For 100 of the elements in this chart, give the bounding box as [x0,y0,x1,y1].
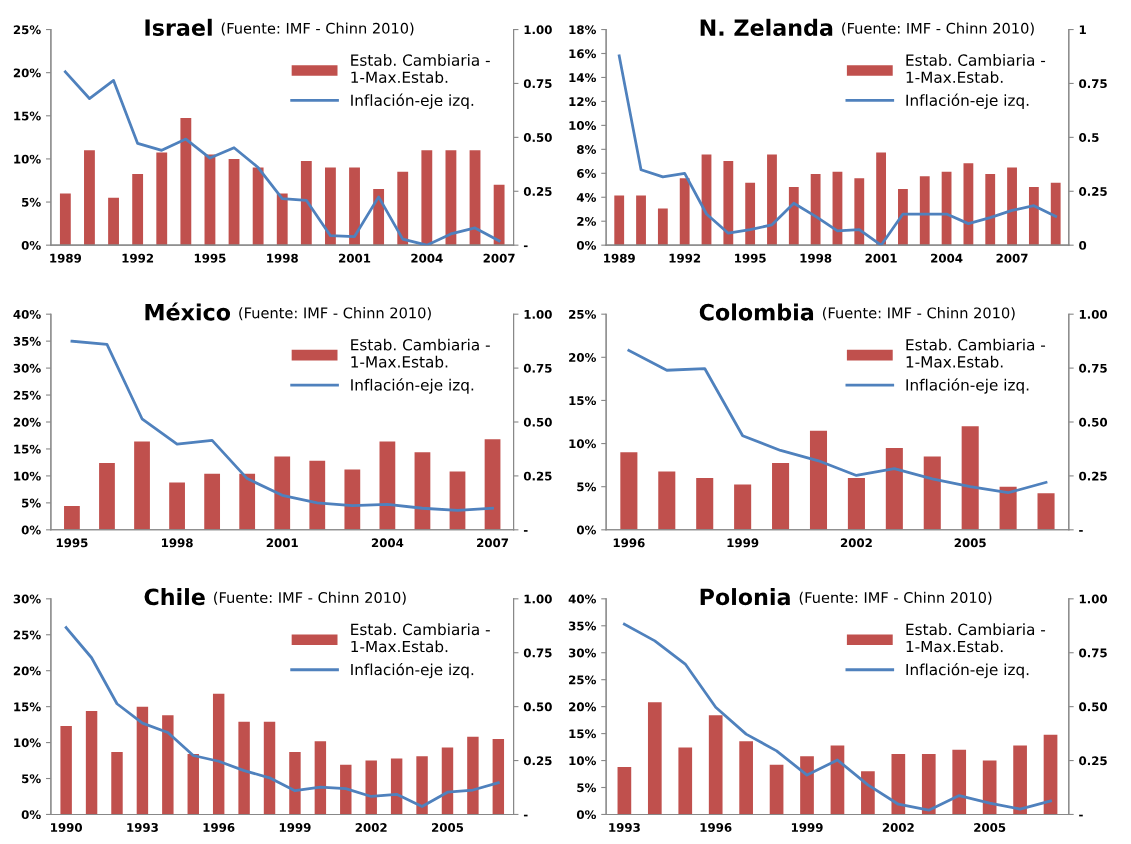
y-tick-label: 0% [576,525,597,535]
y-tick-label: 30% [13,594,41,604]
x-tick-label: 1992 [122,253,154,263]
y2-tick-label: 0.50 [523,417,552,427]
chart-subtitle: (Fuente: IMF - Chinn 2010) [221,22,414,36]
bar [734,484,752,530]
y2-tick-label: 1.00 [524,309,552,319]
bar [745,182,756,246]
bar [657,208,668,246]
y2-tick-label: 0.25 [1079,471,1107,481]
chart-subtitle: (Fuente: IMF - Chinn 2010) [239,307,431,321]
bar [636,195,646,246]
x-tick-label: 2001 [339,253,371,263]
y-tick-label: 20% [13,666,41,676]
x-tick-label: 2007 [483,253,515,263]
x-tick-label: 1989 [50,253,82,263]
bar [111,751,123,815]
y2-tick-label: - [1079,814,1083,817]
bar [59,193,71,246]
y2-tick-label: - [1079,530,1083,532]
chart-title: N. Zelanda [700,18,833,36]
bar [325,167,336,246]
bar [767,154,777,246]
bar [445,150,457,246]
bar [416,756,428,815]
bar [441,747,454,815]
y2-tick-label: 0.75 [1079,79,1107,89]
line-series [627,349,1048,495]
y2-tick-label: 0 [1079,240,1087,250]
line-series [70,339,494,512]
x-tick-label: 1996 [700,823,732,832]
bar [492,738,505,815]
x-tick-label: 2004 [931,253,963,263]
x-tick-label: 1996 [203,823,235,832]
x-tick-label: 2007 [477,538,509,548]
y2-tick-label: 1.00 [1079,309,1108,319]
y-tick-label: 15% [14,702,41,712]
y-tick-label: 12% [569,97,597,107]
bar [876,152,887,246]
bar [289,751,301,815]
line-series [617,54,1058,246]
x-tick-label: 1995 [56,538,88,548]
bar [1050,182,1061,246]
x-tick-label: 1993 [127,823,158,832]
bar [1037,493,1055,530]
x-tick-label: 1990 [51,823,83,832]
y-tick-label: 15% [569,729,597,739]
bar [854,178,865,246]
bar [276,193,288,246]
y2-tick-label: 0.25 [523,471,552,481]
line-series [622,622,1052,812]
chart-title: Chile [144,588,205,606]
bar [212,693,225,815]
y-tick-label: 5% [22,774,41,784]
bar [647,702,662,815]
y2-tick-label: 0.75 [1079,363,1107,373]
legend-label: Inflación-eje izq. [906,662,1029,679]
y-tick-label: 0% [576,240,597,250]
x-tick-label: 2005 [954,538,986,548]
legend-label: Estab. Cambiaria - 1-Max.Estab. [351,338,490,368]
chart-subtitle: (Fuente: IMF - Chinn 2010) [842,22,1034,36]
y2-tick-label: 0.50 [523,702,552,712]
bar [373,189,385,246]
bar [999,486,1017,530]
y-tick-label: 5% [22,498,41,508]
bar [349,167,360,246]
bar [162,715,174,815]
y-tick-label: 10% [569,439,597,449]
x-tick-label: 2002 [355,823,387,832]
y-tick-label: 0% [21,240,41,250]
chart-title: Polonia [700,588,790,606]
x-tick-label: 1992 [669,253,701,263]
legend-label: Inflación-eje izq. [906,378,1029,394]
x-tick-label: 1995 [194,253,226,263]
bar [772,462,790,530]
bar [314,741,327,815]
bar [963,163,974,246]
x-tick-label: 2001 [865,253,897,263]
x-tick-label: 2004 [371,538,404,548]
bar [469,150,481,246]
bar [810,174,821,246]
x-tick-label: 2005 [974,823,1006,832]
y2-tick-label: 0.5 [1079,133,1099,143]
y-tick-label: 0% [21,810,41,820]
bar [390,758,403,815]
bar [982,760,997,815]
bar [365,760,377,815]
y2-tick-label: 1.00 [1079,594,1108,604]
y2-tick-label: 0.75 [523,363,552,373]
bar [985,174,996,246]
bar [769,764,784,815]
bar [788,186,799,246]
bar [169,482,185,530]
bar [263,721,276,815]
bar [847,478,865,530]
legend-label: Estab. Cambiaria - 1-Max.Estab. [351,623,490,653]
y-tick-label: 6% [577,169,597,178]
y-tick-label: 20% [13,68,41,78]
legend-label: Estab. Cambiaria - 1-Max.Estab. [906,54,1046,84]
bar [921,754,936,815]
